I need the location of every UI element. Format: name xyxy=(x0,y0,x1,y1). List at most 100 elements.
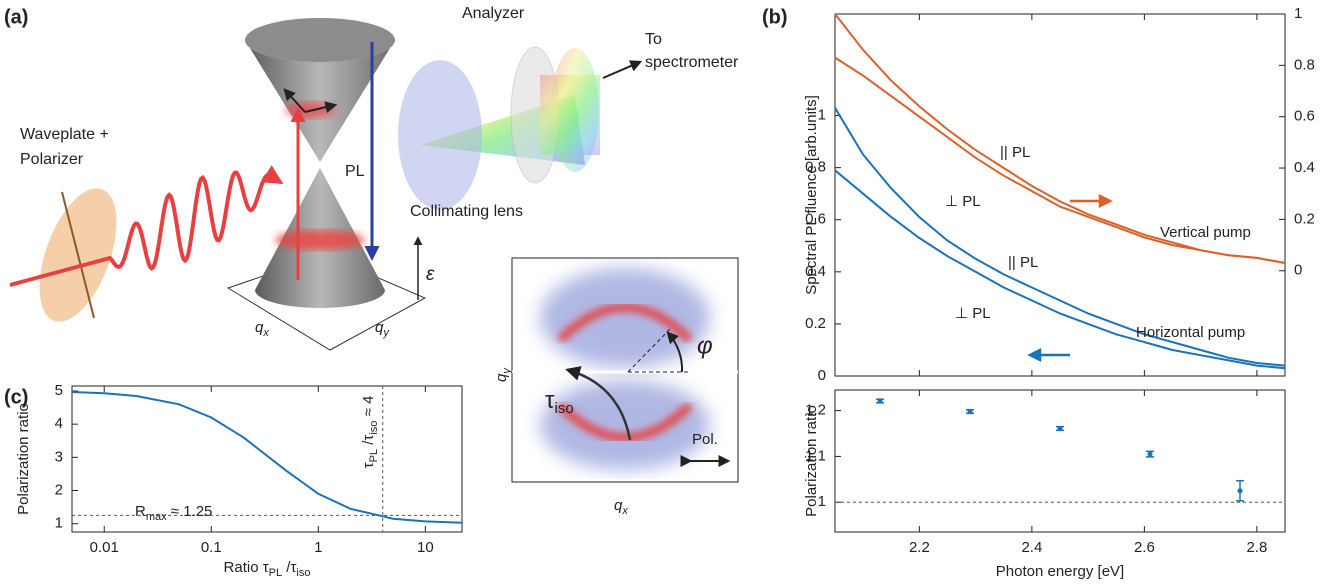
y-tick-label: 3 xyxy=(55,448,63,465)
y-tick-label: 1.1 xyxy=(805,447,826,464)
relaxation-arrow xyxy=(565,366,632,441)
panel-labels: (a) (b) (c) xyxy=(4,6,788,408)
y2-tick-label: 0 xyxy=(1294,262,1302,279)
y2-tick-label: 1 xyxy=(1294,5,1302,22)
scatter-arrow xyxy=(304,101,338,114)
data-line xyxy=(834,56,1286,264)
annotation: τPL /τiso ≈ 4 xyxy=(360,396,380,469)
data-point xyxy=(1237,488,1243,494)
text-part: ≈ 4 xyxy=(360,396,377,421)
y2-tick-label: 0.4 xyxy=(1294,159,1315,176)
y2-tick-label: 0.6 xyxy=(1294,108,1315,125)
plot-frame xyxy=(834,389,1286,533)
y-tick-label: 0.2 xyxy=(805,315,826,332)
text-part: iso xyxy=(368,421,380,435)
diagram-label: Collimating lens xyxy=(410,203,523,220)
diagram-label: Analyzer xyxy=(462,5,525,22)
diagram-label: Waveplate + Polarizer xyxy=(20,126,109,168)
diagram-label: ε xyxy=(426,264,435,285)
series-label: || PL xyxy=(1000,144,1030,161)
inset: φ τiso Pol. qx qy xyxy=(493,257,739,517)
y-tick-label: 0.6 xyxy=(805,211,826,228)
y-tick-label: 0.8 xyxy=(805,159,826,176)
annotation: Vertical pump xyxy=(1160,224,1251,241)
ring xyxy=(557,303,693,343)
plot-frame xyxy=(71,385,463,533)
output-arrow xyxy=(602,60,643,79)
inset-label: τiso xyxy=(545,387,574,417)
y-tick-label: 4 xyxy=(55,415,63,432)
y-axis-label: Spectral PL fluence [arb.units] xyxy=(803,95,820,295)
diagram-label: To spectrometer xyxy=(645,31,739,71)
y-tick-label: 2 xyxy=(55,481,63,498)
text-part: PL xyxy=(269,567,282,579)
polarization-axis xyxy=(61,191,95,319)
data-point xyxy=(967,409,973,415)
plot-frame xyxy=(834,13,1286,377)
y2-tick-label: 0.8 xyxy=(1294,56,1315,73)
x-tick-label: 2.4 xyxy=(1021,539,1042,556)
x-tick-label: 1 xyxy=(314,539,322,556)
y-tick-label: 0 xyxy=(818,367,826,384)
text-part: R xyxy=(135,503,146,520)
data-line xyxy=(71,391,463,524)
series-label: ⊥ PL xyxy=(945,193,981,210)
setup-diagram: Waveplate + Polarizer PL Analyzer To spect… xyxy=(9,5,739,351)
inset-label: φ xyxy=(697,332,713,359)
diagram-label: qy xyxy=(375,319,390,339)
x-axis-label: Photon energy [eV] xyxy=(996,563,1124,580)
y-axis-label: Polarization ratio xyxy=(803,405,820,517)
text-part: /τ xyxy=(282,559,296,576)
excitation xyxy=(275,230,365,250)
axis-arrow xyxy=(1070,193,1113,209)
inset-label: qy xyxy=(493,367,513,382)
x-tick-label: 0.01 xyxy=(90,539,119,556)
cone-top xyxy=(245,18,395,62)
data-point xyxy=(877,398,883,404)
diagram-label: qx xyxy=(255,319,269,339)
x-tick-label: 0.1 xyxy=(201,539,222,556)
inset-label: Pol. xyxy=(692,431,718,448)
y-tick-label: 0.4 xyxy=(805,263,826,280)
series-label: || PL xyxy=(1008,254,1038,271)
axis-arrow xyxy=(1027,347,1070,363)
upper-cone xyxy=(245,40,395,162)
text-part: /τ xyxy=(360,435,377,449)
text-part: iso xyxy=(296,567,310,579)
x-tick-label: 10 xyxy=(417,539,434,556)
angle-ref xyxy=(627,326,673,373)
series-label: ⊥ PL xyxy=(955,305,991,322)
annotation: Horizontal pump xyxy=(1136,324,1245,341)
y-tick-label: 1 xyxy=(818,107,826,124)
text-part: max xyxy=(146,511,167,523)
lens xyxy=(398,60,482,210)
panel-label: (c) xyxy=(4,386,28,408)
text-part: ≈ 1.25 xyxy=(167,503,213,520)
x-tick-label: 2.8 xyxy=(1246,539,1267,556)
y-tick-label: 1.2 xyxy=(805,402,826,419)
light-wave xyxy=(9,165,284,287)
text-part: PL xyxy=(368,449,380,462)
angle-arc xyxy=(666,331,684,373)
y2-tick-label: 0.2 xyxy=(1294,210,1315,227)
y-axis-label: Polarization ratio xyxy=(15,403,32,515)
ring xyxy=(557,402,693,442)
data-line xyxy=(834,169,1286,370)
panel-label: (a) xyxy=(4,6,28,28)
x-tick-label: 2.6 xyxy=(1134,539,1155,556)
text-part: Ratio τ xyxy=(224,559,269,576)
y-tick-label: 1 xyxy=(818,493,826,510)
panel-label: (b) xyxy=(762,6,788,28)
text-part: τ xyxy=(360,462,377,468)
scatter-arrow xyxy=(283,88,306,113)
inset-label: qx xyxy=(614,497,628,517)
x-axis-label: Ratio τPL /τiso xyxy=(224,559,311,579)
y-tick-label: 5 xyxy=(55,382,63,399)
data-point xyxy=(1147,451,1153,457)
diagram-label: PL xyxy=(345,163,365,180)
y-tick-label: 1 xyxy=(55,515,63,532)
beam xyxy=(540,75,600,155)
data-point xyxy=(1057,425,1063,431)
data-line xyxy=(834,107,1286,367)
